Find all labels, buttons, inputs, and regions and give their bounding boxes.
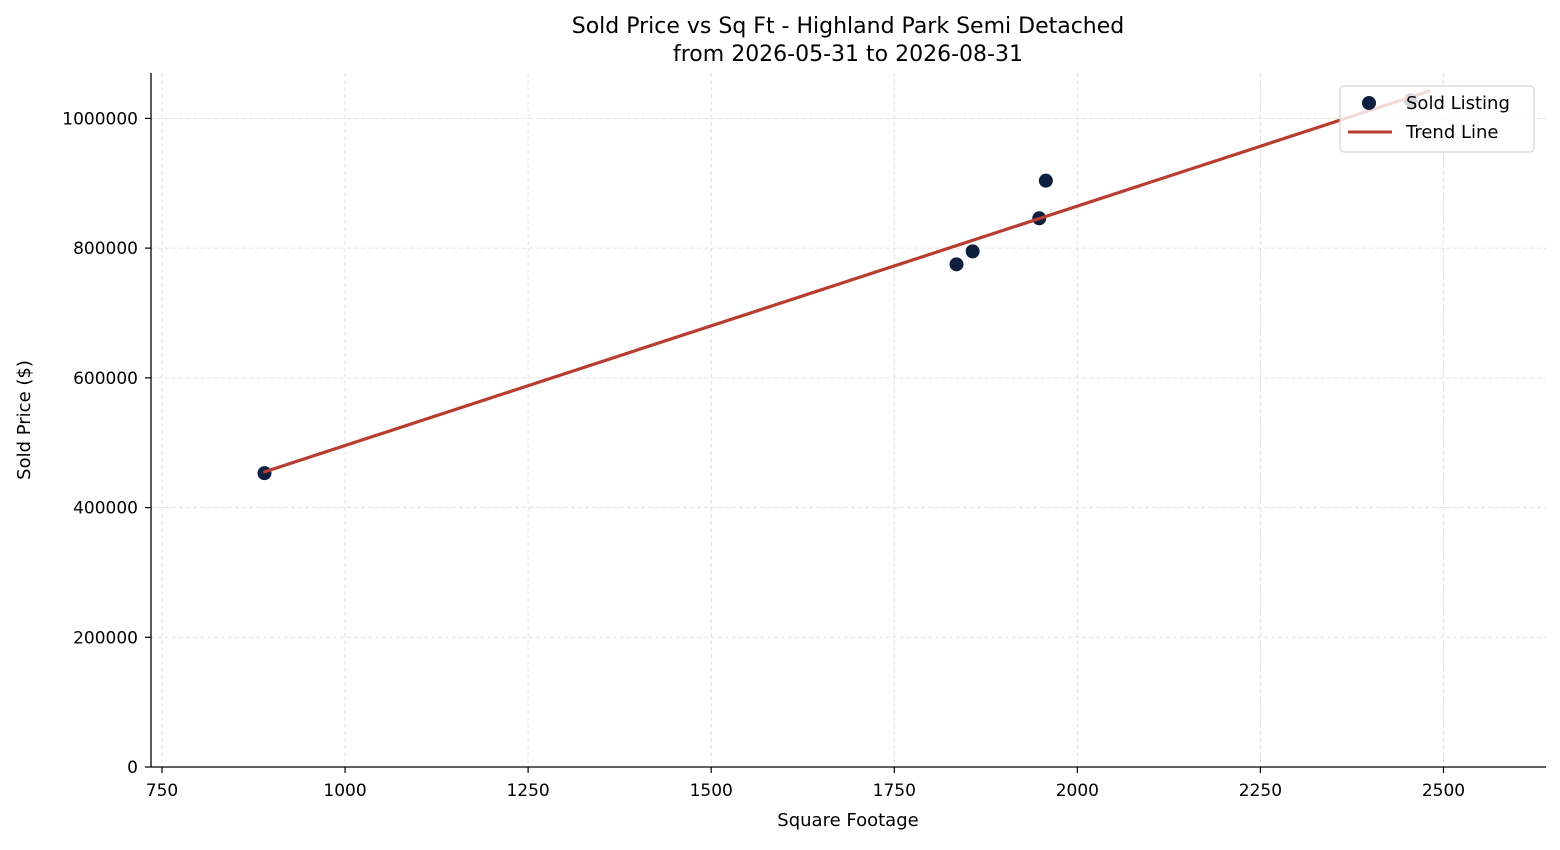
legend-marker-sold-listing	[1362, 96, 1376, 110]
x-tick-label: 2500	[1422, 781, 1465, 801]
axes-layer	[150, 73, 1546, 768]
x-axis-label: Square Footage	[777, 810, 918, 831]
y-tick-label: 800000	[73, 239, 138, 259]
data-point	[949, 257, 964, 272]
tick-layer: 750 1000 1250 1500 1750 2000 2250 2500 0 200000 40…	[62, 109, 1465, 801]
legend-frame	[1339, 85, 1535, 153]
y-axis-label: Sold Price ($)	[14, 360, 35, 480]
y-tick-label: 600000	[73, 369, 138, 389]
x-tick-label: 2250	[1239, 781, 1282, 801]
x-tick-label: 2000	[1056, 781, 1099, 801]
x-tick-label: 1500	[690, 781, 733, 801]
x-tick-label: 750	[146, 781, 178, 801]
x-tick-label: 1750	[873, 781, 916, 801]
chart-title: Sold Price vs Sq Ft - Highland Park Semi…	[572, 14, 1125, 39]
series-layer	[257, 89, 1431, 481]
y-tick-label: 1000000	[62, 109, 138, 129]
data-point	[1038, 173, 1053, 188]
chart-subtitle: from 2026-05-31 to 2026-08-31	[673, 42, 1023, 67]
legend-label-trend-line: Trend Line	[1405, 122, 1499, 143]
data-point	[965, 244, 980, 259]
legend: Sold Listing Trend Line	[1339, 85, 1535, 153]
y-tick-label: 0	[127, 758, 138, 778]
legend-label-sold-listing: Sold Listing	[1406, 93, 1510, 114]
grid-layer	[151, 73, 1546, 768]
trend-line	[262, 89, 1431, 474]
y-tick-label: 200000	[73, 628, 138, 648]
y-tick-label: 400000	[73, 499, 138, 519]
x-tick-label: 1000	[323, 781, 366, 801]
x-tick-label: 1250	[506, 781, 549, 801]
